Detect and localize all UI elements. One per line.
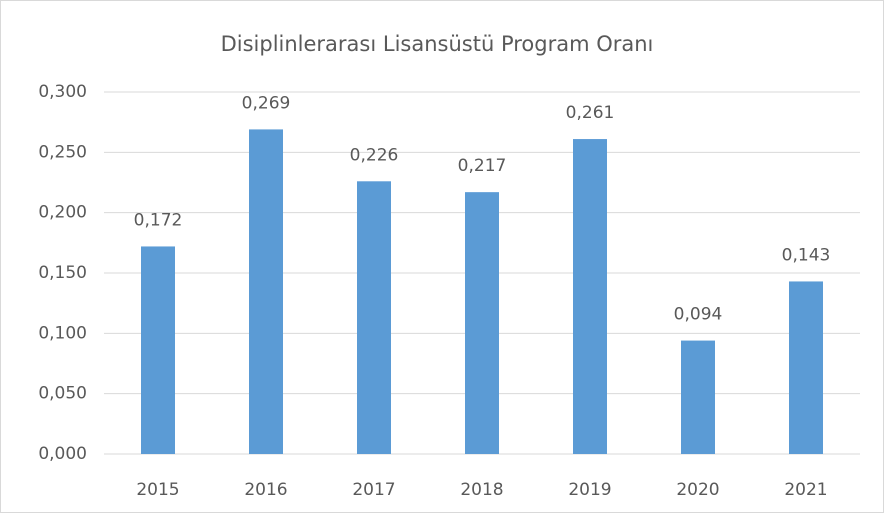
data-label: 0,094 (674, 305, 723, 325)
data-label: 0,261 (566, 103, 615, 123)
y-tick-label: 0,000 (38, 444, 87, 464)
x-tick-label: 2015 (136, 480, 179, 500)
y-tick-label: 0,300 (38, 82, 87, 102)
bar (789, 281, 823, 454)
x-tick-label: 2021 (784, 480, 827, 500)
data-label: 0,172 (134, 210, 183, 230)
data-label: 0,226 (350, 145, 399, 165)
x-tick-label: 2017 (352, 480, 395, 500)
bar (249, 129, 283, 454)
y-tick-label: 0,250 (38, 142, 87, 162)
x-tick-label: 2020 (676, 480, 719, 500)
y-tick-label: 0,150 (38, 263, 87, 283)
chart-title: Disiplinlerarası Lisansüstü Program Oran… (221, 32, 654, 56)
data-label: 0,217 (458, 156, 507, 176)
bar (357, 181, 391, 454)
x-tick-label: 2019 (568, 480, 611, 500)
x-tick-label: 2018 (460, 480, 503, 500)
bar (141, 246, 175, 454)
y-tick-label: 0,050 (38, 384, 87, 404)
bar (573, 139, 607, 454)
x-tick-label: 2016 (244, 480, 287, 500)
y-tick-label: 0,100 (38, 323, 87, 343)
bar (465, 192, 499, 455)
data-label: 0,143 (782, 245, 831, 265)
y-tick-label: 0,200 (38, 203, 87, 223)
data-label: 0,269 (242, 93, 291, 113)
bar (681, 340, 715, 454)
